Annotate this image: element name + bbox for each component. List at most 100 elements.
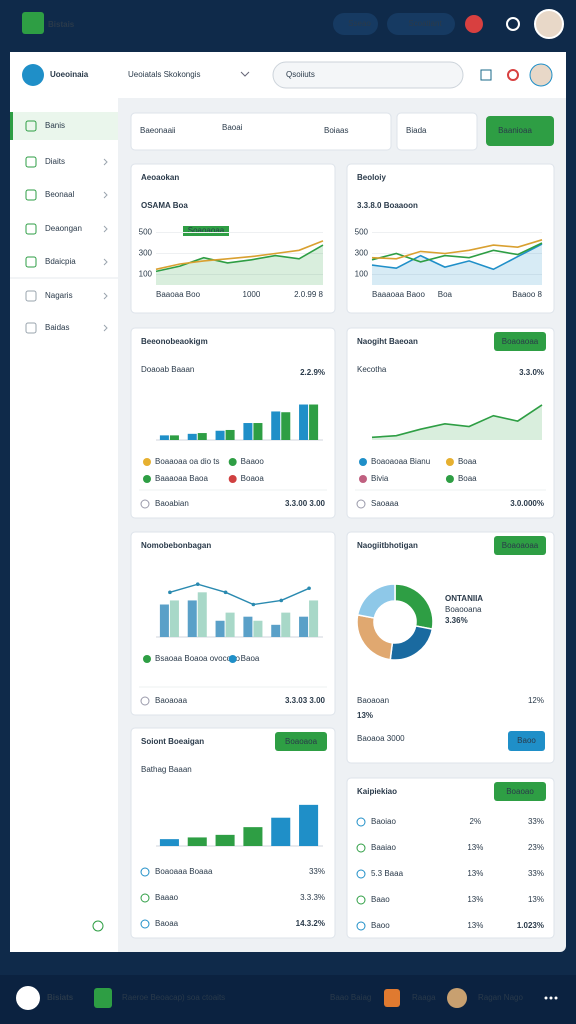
row-icon: [356, 843, 366, 853]
active-bar: [10, 112, 13, 140]
footer-item[interactable]: Ragan Nago: [478, 993, 523, 1002]
card-button-label[interactable]: Boaoaoaa: [502, 337, 539, 346]
nav-item[interactable]: Banis: [45, 121, 65, 130]
bar: [159, 604, 169, 637]
header-avatar[interactable]: [529, 63, 553, 87]
nav-icon[interactable]: [25, 189, 37, 201]
row-cell: 33%: [528, 869, 544, 878]
card-button[interactable]: [275, 732, 327, 751]
filter[interactable]: Boiaas: [324, 126, 348, 135]
footer-icon: [140, 696, 150, 706]
bar: [309, 404, 319, 440]
nav-item[interactable]: Diaits: [45, 157, 65, 166]
summary-total: 13%: [357, 711, 373, 720]
pie-subtitle: Boaooana: [445, 605, 482, 614]
nav-item[interactable]: Baidas: [45, 323, 69, 332]
line: [371, 239, 543, 260]
card-title: Kaipiekiao: [357, 787, 397, 796]
row-cell: 13%: [528, 895, 544, 904]
footer-item[interactable]: Baao Baiag: [330, 993, 371, 1002]
action-label[interactable]: Baoo: [517, 736, 536, 745]
legend-swatch: [228, 655, 237, 663]
card-button-label[interactable]: Boaoao: [506, 787, 534, 796]
action-button[interactable]: [508, 731, 545, 751]
filter[interactable]: Biada: [406, 126, 427, 135]
row-cell: Baaao: [155, 893, 179, 902]
y-tick-label: 500: [355, 228, 369, 237]
legend-swatch: [445, 458, 454, 466]
nav-item[interactable]: Deaongan: [45, 224, 82, 233]
nav-icon[interactable]: [25, 322, 37, 334]
summary-value: 12%: [528, 696, 544, 705]
menu-dot[interactable]: [544, 996, 548, 1000]
search-placeholder[interactable]: Qsoiiuts: [286, 70, 315, 79]
point: [279, 598, 284, 603]
legend-swatch: [143, 655, 151, 663]
nav-chevron: [103, 225, 108, 233]
row-cell: 33%: [309, 867, 325, 876]
card-button[interactable]: [494, 332, 546, 351]
nav-item[interactable]: Nagaris: [45, 291, 73, 300]
x-tick-label: Baaaoaa Baoo: [372, 290, 425, 299]
legend-label: Baaaoaa Baoa: [155, 474, 208, 483]
row-cell: Baao: [371, 895, 390, 904]
card-title: Aeoaokan: [141, 173, 179, 182]
top-button[interactable]: [387, 13, 455, 35]
card-subtitle: Doaoab Baaan: [141, 365, 194, 374]
header-icon[interactable]: [507, 69, 519, 81]
nav-icon[interactable]: [25, 156, 37, 168]
footer-icon: [384, 989, 400, 1007]
avatar[interactable]: [534, 9, 564, 39]
notification-icon[interactable]: [465, 15, 483, 33]
nav-item[interactable]: Bdaicpia: [45, 257, 76, 266]
footer-item[interactable]: Raaga: [412, 993, 436, 1002]
nav-icon[interactable]: [25, 290, 37, 302]
filter[interactable]: Baoai: [222, 123, 243, 132]
nav-chevron: [103, 292, 108, 300]
filter[interactable]: Baeonaaii: [140, 126, 176, 135]
top-button[interactable]: [333, 13, 378, 35]
row-icon: [140, 919, 150, 929]
top-button-label[interactable]: Scoatiant: [408, 19, 442, 28]
x-tick-label: 2.0.99 8: [294, 290, 323, 299]
legend-label: Boaaoaa oa dio ts: [155, 457, 220, 466]
header-icon[interactable]: [480, 69, 492, 81]
nav-icon[interactable]: [25, 120, 37, 132]
search-box[interactable]: [272, 61, 464, 89]
filter-button-label[interactable]: Baanioaa: [498, 126, 532, 135]
card-title: Beoloiy: [357, 173, 386, 182]
line: [169, 583, 310, 606]
annotation-bg: [183, 226, 229, 236]
menu-dot[interactable]: [554, 996, 558, 1000]
app-name: Uoeoinaia: [50, 70, 89, 79]
filter-bar: [130, 112, 392, 151]
summary-note: Baoaoa 3000: [357, 734, 405, 743]
pie-headline: ONTANIIA: [445, 594, 483, 603]
line: [155, 240, 324, 271]
card-button[interactable]: [494, 782, 546, 801]
nav-icon[interactable]: [25, 256, 37, 268]
legend-swatch: [228, 475, 237, 483]
card-button-label[interactable]: Boaoaoaa: [502, 541, 539, 550]
x-tick-label: 1000: [243, 290, 261, 299]
card-button-label[interactable]: Boaoaoa: [285, 737, 318, 746]
x-tick-label: Baaoo 8: [512, 290, 542, 299]
bar: [197, 433, 207, 440]
bar: [299, 616, 309, 637]
card-stat: 2.2.9%: [300, 368, 325, 377]
row-cell: Baoo: [371, 921, 390, 930]
settings-icon[interactable]: [506, 17, 520, 31]
menu-dot[interactable]: [549, 996, 553, 1000]
row-icon: [356, 869, 366, 879]
top-button-label[interactable]: Sseao: [348, 19, 371, 28]
legend-label: Boaa: [458, 474, 477, 483]
nav-icon[interactable]: [25, 223, 37, 235]
footer-value: 3.3.00 3.00: [285, 499, 326, 508]
card-button[interactable]: [494, 536, 546, 555]
filter-button[interactable]: [486, 116, 554, 146]
legend-label: Boaa: [458, 457, 477, 466]
nav-item[interactable]: Beonaal: [45, 190, 75, 199]
tab[interactable]: Ueoiatals Skokongis: [128, 70, 200, 79]
footer-icon: [356, 499, 366, 509]
footer-label: Baoaoaa: [155, 696, 188, 705]
